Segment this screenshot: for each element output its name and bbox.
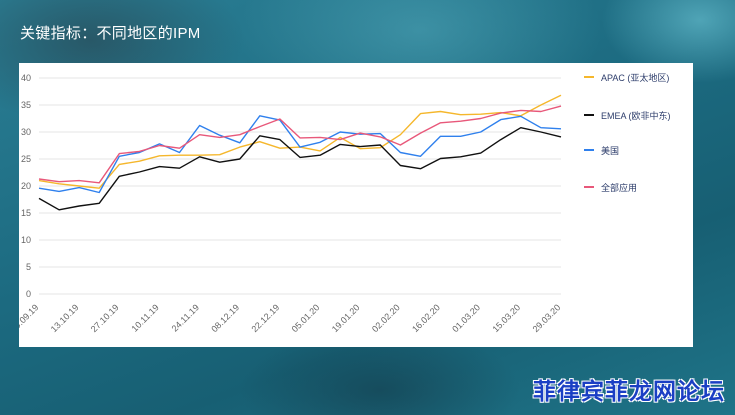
- x-tick-label: 16.02.20: [410, 302, 442, 334]
- watermark-text: 菲律宾菲龙网论坛: [533, 379, 725, 405]
- legend-item: 全部应用: [584, 180, 637, 194]
- series-line-4: [38, 105, 562, 184]
- slide-title: 关键指标：不同地区的IPM: [20, 25, 201, 42]
- y-tick-label: 25: [21, 154, 31, 164]
- y-tick-label: 40: [21, 73, 31, 83]
- x-tick-label: 13.10.19: [49, 302, 81, 334]
- x-tick-label: 05.01.20: [290, 302, 322, 334]
- legend-swatch: [584, 114, 594, 116]
- series-line-2: [38, 126, 562, 211]
- legend-label: 美国: [601, 145, 620, 156]
- x-tick-label: 08.12.19: [209, 302, 241, 334]
- legend-label: 全部应用: [601, 182, 638, 193]
- legend-item: APAC (亚太地区): [584, 70, 669, 84]
- y-tick-label: 35: [21, 100, 31, 110]
- y-tick-label: 5: [26, 262, 31, 272]
- legend-swatch: [584, 149, 594, 151]
- x-tick-label: 10.11.19: [129, 302, 160, 333]
- x-tick-label: 27.10.19: [89, 302, 121, 334]
- legend-label: APAC (亚太地区): [601, 72, 670, 83]
- y-tick-label: 0: [26, 289, 31, 299]
- legend-swatch: [584, 76, 594, 78]
- x-tick-label: 19.01.20: [330, 302, 362, 334]
- series-line-1: [38, 94, 562, 189]
- legend-item: EMEA (欧非中东): [584, 108, 671, 122]
- line-chart: 0 5 10 15 20 25 30 35 40 29.09.19 13.10.19 27.10.19…: [19, 73, 563, 334]
- y-tick-label: 20: [21, 181, 31, 191]
- x-tick-label: 01.03.20: [450, 302, 482, 334]
- y-tick-label: 15: [21, 208, 31, 218]
- y-tick-label: 10: [21, 235, 31, 245]
- x-tick-label: 29.09.19: [19, 302, 40, 334]
- legend-swatch: [584, 186, 594, 188]
- x-tick-label: 02.02.20: [370, 302, 402, 334]
- x-tick-label: 29.03.20: [531, 302, 563, 334]
- chart-panel: 0 5 10 15 20 25 30 35 40 29.09.19 13.10.19 27.10.19…: [19, 63, 693, 347]
- legend-label: EMEA (欧非中东): [601, 110, 671, 121]
- x-tick-label: 22.12.19: [249, 302, 281, 334]
- x-tick-label: 15.03.20: [490, 302, 522, 334]
- series-line-3: [38, 115, 562, 194]
- y-tick-label: 30: [21, 127, 31, 137]
- legend-item: 美国: [584, 143, 619, 157]
- x-tick-label: 24.11.19: [170, 302, 201, 333]
